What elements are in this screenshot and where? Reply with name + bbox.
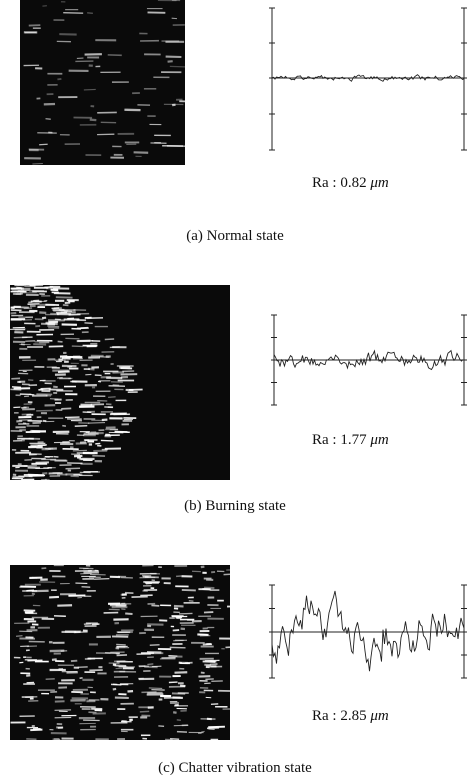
panel-b: Ra : 1.77 μm (b) Burning state xyxy=(10,283,467,514)
roughness-profile xyxy=(271,74,465,82)
panel-a: Ra : 0.82 μm (a) Normal state xyxy=(20,0,467,244)
ra-label: Ra : 1.77 μm xyxy=(312,432,389,448)
surface-image xyxy=(10,285,230,480)
surface-image xyxy=(20,0,185,165)
ra-label: Ra : 0.82 μm xyxy=(312,175,389,191)
caption: (b) Burning state xyxy=(184,498,286,514)
caption: (a) Normal state xyxy=(186,228,284,244)
caption: (c) Chatter vibration state xyxy=(158,760,312,776)
panel-c: Ra : 2.85 μm (c) Chatter vibration state xyxy=(10,564,467,776)
surface-image xyxy=(10,565,230,740)
roughness-profile xyxy=(271,590,465,672)
roughness-profile xyxy=(273,349,464,371)
ra-label: Ra : 2.85 μm xyxy=(312,708,389,724)
texture-streak xyxy=(83,622,92,626)
